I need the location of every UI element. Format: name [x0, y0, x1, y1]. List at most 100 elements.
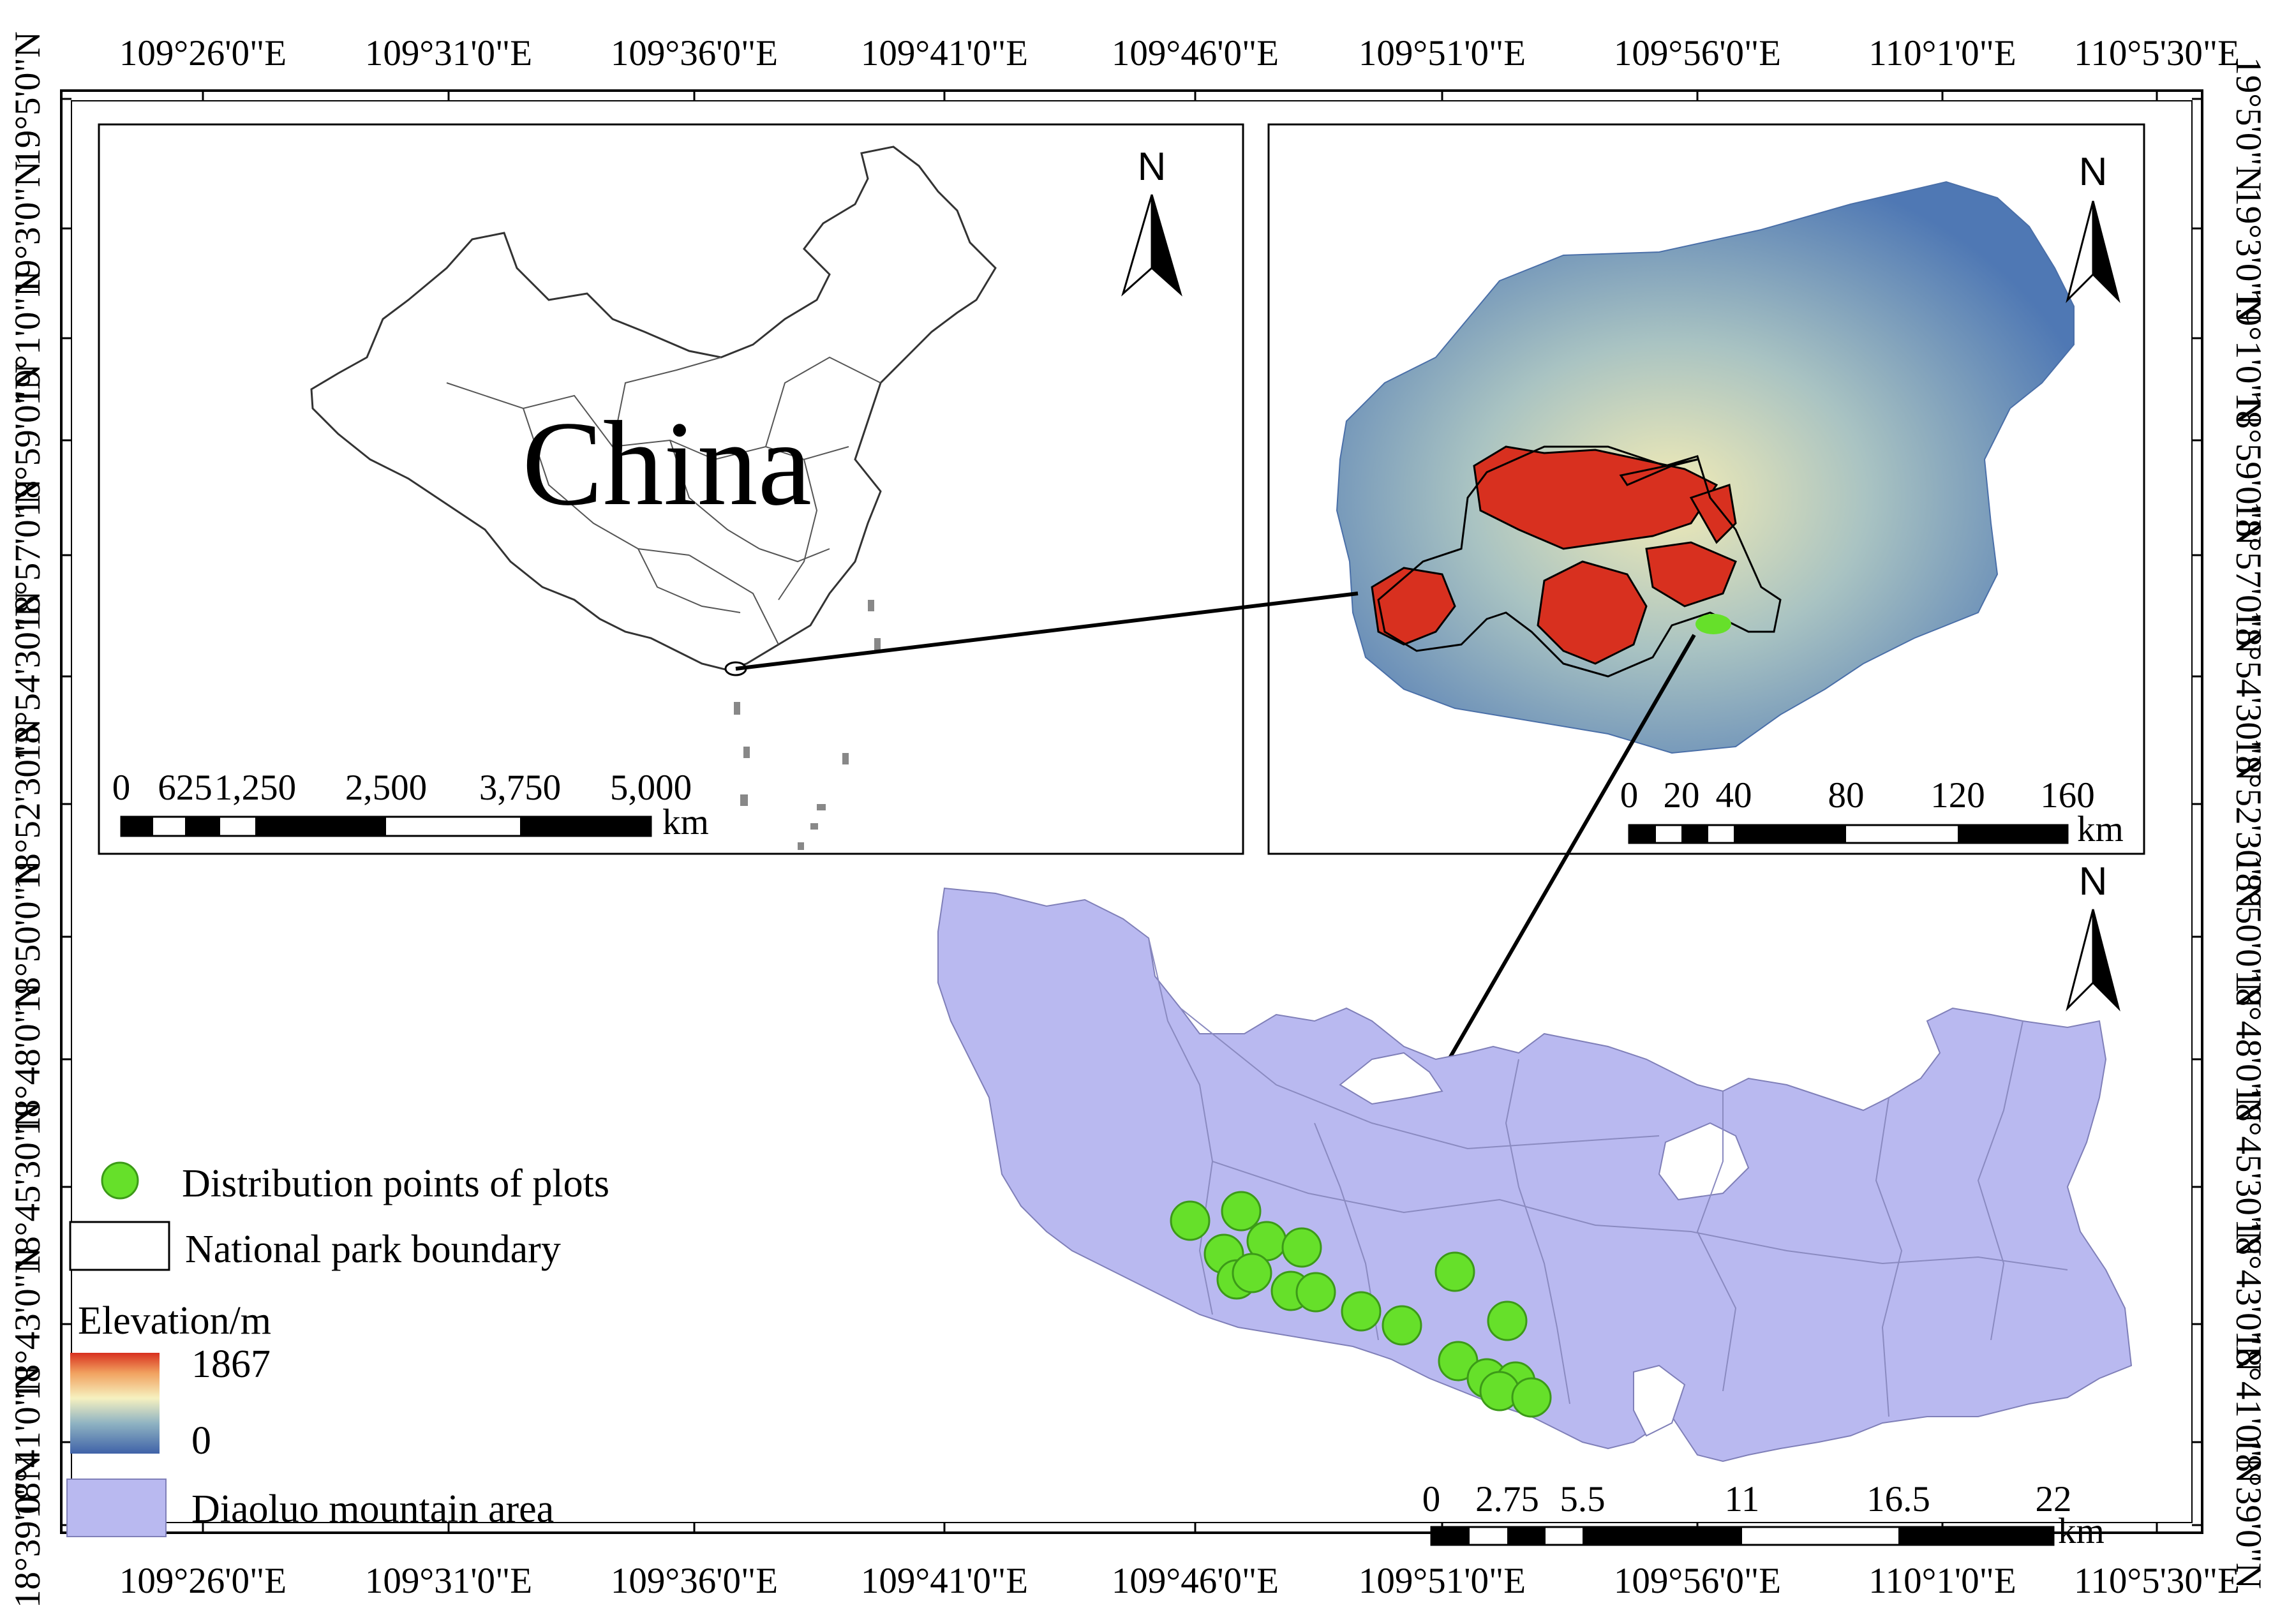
lon-label: 109°26'0"E [119, 33, 287, 73]
lon-label: 109°56'0"E [1614, 1561, 1781, 1601]
top-longitude-labels: 109°26'0"E 109°31'0"E 109°36'0"E 109°41'… [119, 33, 2240, 73]
legend-boundary-label: National park boundary [185, 1228, 561, 1271]
scale-unit: km [2058, 1511, 2105, 1551]
plot-point [1281, 1227, 1322, 1268]
lon-label: 110°1'0"E [1868, 1561, 2016, 1601]
lat-label: 18°59'0"N [8, 364, 48, 517]
china-label: China [522, 397, 812, 531]
legend-area-symbol [66, 1479, 167, 1537]
lon-label: 110°5'30"E [2074, 1561, 2240, 1601]
plot-point [1382, 1305, 1422, 1346]
scale-tick: 40 [1716, 775, 1752, 816]
scale-tick: 5,000 [610, 768, 692, 808]
scale-tick: 20 [1664, 775, 1700, 816]
china-outline [310, 145, 997, 671]
plot-point [1487, 1300, 1528, 1341]
lat-label: 18°50'0"N [2228, 855, 2269, 1008]
lat-label: 18°45'30"N [8, 1101, 48, 1273]
lat-label: 19°5'0"N [2228, 57, 2269, 192]
lat-label: 19°1'0"N [2228, 290, 2269, 425]
scale-tick: 0 [1620, 775, 1639, 816]
scale-tick: 80 [1828, 775, 1865, 816]
scale-tick: 0 [1422, 1479, 1441, 1519]
lon-label: 109°56'0"E [1614, 33, 1781, 73]
lat-label: 18°41'0"N [8, 1366, 48, 1519]
scale-tick: 3,750 [479, 768, 561, 808]
legend-elevation-ramp [70, 1353, 160, 1454]
lat-label: 18°39'0"N [2228, 1436, 2269, 1589]
lon-label: 109°31'0"E [365, 33, 532, 73]
legend-plot-symbol [101, 1161, 139, 1200]
lat-label: 18°48'0"N [2228, 970, 2269, 1123]
lon-label: 109°46'0"E [1112, 1561, 1279, 1601]
china-north-arrow: N [1121, 145, 1182, 297]
lat-label: 18°59'0"N [2228, 392, 2269, 546]
plot-points [1170, 1191, 1552, 1418]
scale-unit: km [662, 802, 709, 842]
lat-label: 18°45'30"N [2228, 1085, 2269, 1257]
scale-tick: 16.5 [1866, 1479, 1930, 1519]
lat-label: 18°39'0"N [8, 1455, 48, 1608]
lon-label: 109°41'0"E [861, 1561, 1028, 1601]
plot-point [1511, 1377, 1552, 1418]
diaoluo-main-map: N 0 2.75 5.5 11 16.5 22 km [937, 860, 2133, 1551]
lat-label: 18°50'0"N [8, 860, 48, 1013]
lat-label: 19°3'0"N [2228, 188, 2269, 323]
legend-area-label: Diaoluo mountain area [191, 1487, 554, 1531]
plot-point [1434, 1251, 1475, 1292]
graticule-ticks [61, 91, 2202, 1533]
legend-elevation-min: 0 [191, 1419, 211, 1463]
scale-tick: 120 [1930, 775, 1985, 816]
scale-tick: 1,250 [214, 768, 296, 808]
lon-label: 110°1'0"E [1868, 33, 2016, 73]
hainan-inset-panel: N 0 20 40 80 120 160 km [1267, 123, 2145, 855]
diaoluo-north-arrow: N [2066, 860, 2120, 1011]
province-lines [446, 356, 881, 645]
legend-elevation-max: 1867 [191, 1343, 271, 1386]
scale-tick: 5.5 [1560, 1479, 1605, 1519]
bottom-longitude-labels: 109°26'0"E 109°31'0"E 109°36'0"E 109°41'… [119, 1561, 2240, 1601]
lon-label: 109°41'0"E [861, 33, 1028, 73]
lon-label: 110°5'30"E [2074, 33, 2240, 73]
plot-point [1170, 1200, 1211, 1241]
diaoluo-scale-bar: 0 2.75 5.5 11 16.5 22 km [1422, 1479, 2105, 1551]
map-gap [1633, 1364, 1686, 1437]
lon-label: 109°51'0"E [1359, 1561, 1526, 1601]
lat-label: 19°3'0"N [8, 161, 48, 296]
plot-point [1295, 1272, 1336, 1313]
lon-label: 109°36'0"E [611, 1561, 778, 1601]
scale-tick: 625 [158, 768, 212, 808]
scale-tick: 2.75 [1475, 1479, 1539, 1519]
hainan-north-arrow: N [2066, 150, 2120, 303]
lat-label: 19°1'0"N [8, 271, 48, 406]
north-label: N [2079, 150, 2108, 194]
china-inset-panel: China N 0 625 1,250 2,500 3,750 5,000 km [98, 123, 1244, 855]
hainan-scale-bar: 0 20 40 80 120 160 km [1620, 775, 2124, 849]
inner-frame [71, 100, 2193, 1523]
lat-label: 18°43'0"N [8, 1248, 48, 1401]
lat-label: 18°57'0"N [8, 479, 48, 632]
diaoluo-area [937, 887, 2133, 1463]
china-to-hainan-connector [735, 592, 1359, 671]
scale-tick: 11 [1725, 1479, 1760, 1519]
china-scale-bar: 0 625 1,250 2,500 3,750 5,000 km [112, 768, 709, 842]
lat-label: 18°41'0"N [2228, 1330, 2269, 1484]
lon-label: 109°36'0"E [611, 33, 778, 73]
legend: Distribution points of plots National pa… [66, 1161, 609, 1537]
map-gap [1658, 1122, 1750, 1201]
lon-label: 109°46'0"E [1112, 33, 1279, 73]
left-latitude-labels: 19°5'0"N 19°3'0"N 19°1'0"N 18°59'0"N 18°… [8, 31, 48, 1608]
scale-tick: 0 [112, 768, 131, 808]
legend-elevation-title: Elevation/m [78, 1299, 271, 1343]
lat-label: 19°5'0"N [8, 31, 48, 167]
lon-label: 109°26'0"E [119, 1561, 287, 1601]
scale-tick: 2,500 [345, 768, 427, 808]
lat-label: 18°52'30"N [2228, 738, 2269, 909]
lat-label: 18°43'0"N [2228, 1219, 2269, 1372]
lat-label: 18°54'30"N [2228, 610, 2269, 782]
lon-label: 109°31'0"E [365, 1561, 532, 1601]
internal-boundaries [1148, 937, 2068, 1417]
lat-label: 18°57'0"N [2228, 501, 2269, 654]
map-frame [60, 89, 2203, 1534]
